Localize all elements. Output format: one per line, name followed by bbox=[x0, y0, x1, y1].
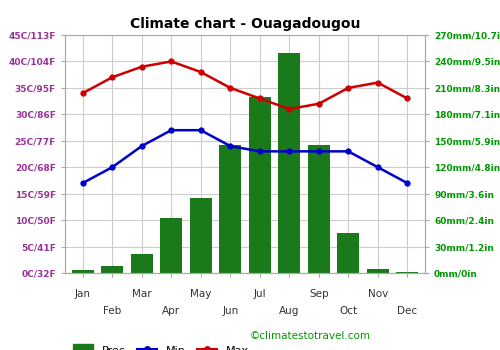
Bar bbox=[219, 145, 242, 273]
Bar bbox=[396, 272, 418, 273]
Text: Dec: Dec bbox=[397, 306, 417, 316]
Bar bbox=[278, 52, 300, 273]
Bar bbox=[72, 270, 94, 273]
Title: Climate chart - Ouagadougou: Climate chart - Ouagadougou bbox=[130, 17, 360, 31]
Text: Mar: Mar bbox=[132, 289, 152, 299]
Bar bbox=[130, 254, 153, 273]
Text: Oct: Oct bbox=[339, 306, 357, 316]
Bar bbox=[248, 97, 271, 273]
Bar bbox=[190, 198, 212, 273]
Text: Jul: Jul bbox=[254, 289, 266, 299]
Bar bbox=[101, 266, 124, 273]
Text: ©climatestotravel.com: ©climatestotravel.com bbox=[250, 331, 371, 341]
Text: May: May bbox=[190, 289, 212, 299]
Bar bbox=[366, 268, 389, 273]
Bar bbox=[308, 145, 330, 273]
Text: Apr: Apr bbox=[162, 306, 180, 316]
Text: Jun: Jun bbox=[222, 306, 238, 316]
Bar bbox=[160, 218, 182, 273]
Text: Aug: Aug bbox=[279, 306, 299, 316]
Legend: Prec, Min, Max: Prec, Min, Max bbox=[70, 342, 251, 350]
Text: Sep: Sep bbox=[309, 289, 328, 299]
Text: Jan: Jan bbox=[74, 289, 90, 299]
Text: Feb: Feb bbox=[103, 306, 122, 316]
Bar bbox=[337, 233, 359, 273]
Text: Nov: Nov bbox=[368, 289, 388, 299]
